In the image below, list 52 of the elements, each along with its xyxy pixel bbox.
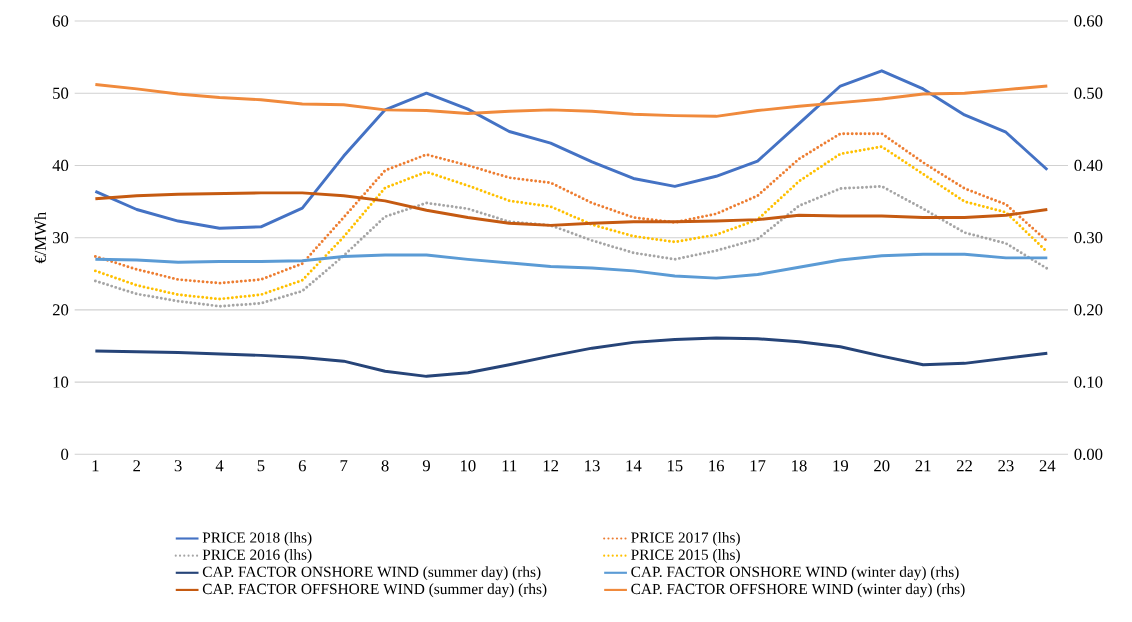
y-tick-label: 20 (52, 304, 69, 316)
legend-label: CAP. FACTOR ONSHORE WIND (summer day) (rhs) (202, 566, 541, 581)
legend-label: CAP. FACTOR ONSHORE WIND (winter day) (rhs) (631, 566, 959, 581)
x-tick-label: 10 (460, 460, 476, 472)
y-tick-label: 10 (53, 376, 69, 388)
x-tick-label: 21 (915, 460, 931, 472)
line-series (93, 132, 1049, 285)
x-tick-label: 24 (1039, 460, 1056, 472)
x-tick-label: 6 (298, 460, 306, 472)
y2-tick-label: 0.50 (1074, 87, 1103, 99)
x-tick-label: 20 (874, 460, 890, 472)
x-tick-label: 15 (667, 460, 683, 472)
x-tick-label: 22 (956, 460, 972, 472)
line-series (93, 83, 1049, 118)
x-tick-label: 3 (174, 460, 182, 472)
y2-tick-label: 0.40 (1074, 159, 1103, 172)
x-tick-label: 23 (998, 460, 1014, 472)
y2-tick-label: 0.20 (1074, 304, 1103, 316)
x-tick-label: 11 (502, 460, 517, 472)
legend-label: PRICE 2017 (lhs) (631, 531, 740, 546)
x-tick-label: 9 (422, 460, 430, 472)
x-tick-label: 18 (792, 460, 807, 472)
line-series (93, 145, 1049, 301)
x-tick-label: 17 (750, 460, 766, 472)
legend-label: CAP. FACTOR OFFSHORE WIND (winter day) (rhs) (631, 583, 965, 598)
y-tick-label: 60 (52, 15, 69, 27)
y2-tick-label: 0.00 (1074, 448, 1103, 460)
x-tick-label: 7 (340, 460, 348, 472)
legend-label: PRICE 2015 (lhs) (631, 549, 740, 563)
legend-label: CAP. FACTOR OFFSHORE WIND (summer day) (rhs) (202, 583, 547, 598)
x-tick-label: 1 (92, 460, 99, 472)
x-tick-label: 16 (709, 460, 725, 472)
x-tick-label: 4 (215, 460, 224, 472)
y-axis-title: €/MWh (34, 211, 47, 264)
x-tick-label: 2 (133, 460, 141, 472)
y-tick-label: 0 (61, 448, 69, 460)
y-tick-label: 40 (52, 159, 69, 172)
y2-tick-label: 0.10 (1074, 376, 1103, 388)
y-tick-label: 50 (53, 87, 69, 99)
x-tick-label: 13 (585, 460, 600, 472)
line-series (93, 69, 1049, 230)
x-tick-label: 8 (381, 460, 389, 472)
legend-label: PRICE 2016 (lhs) (202, 549, 312, 563)
y2-tick-label: 0.30 (1074, 232, 1103, 244)
x-tick-label: 19 (833, 460, 849, 472)
legend-label: PRICE 2018 (lhs) (202, 531, 312, 546)
x-tick-label: 5 (257, 460, 265, 472)
x-tick-label: 12 (543, 460, 559, 472)
y-tick-label: 30 (52, 232, 69, 244)
y2-tick-label: 0.60 (1074, 15, 1103, 27)
line-series (93, 184, 1049, 308)
x-tick-label: 14 (626, 460, 642, 472)
